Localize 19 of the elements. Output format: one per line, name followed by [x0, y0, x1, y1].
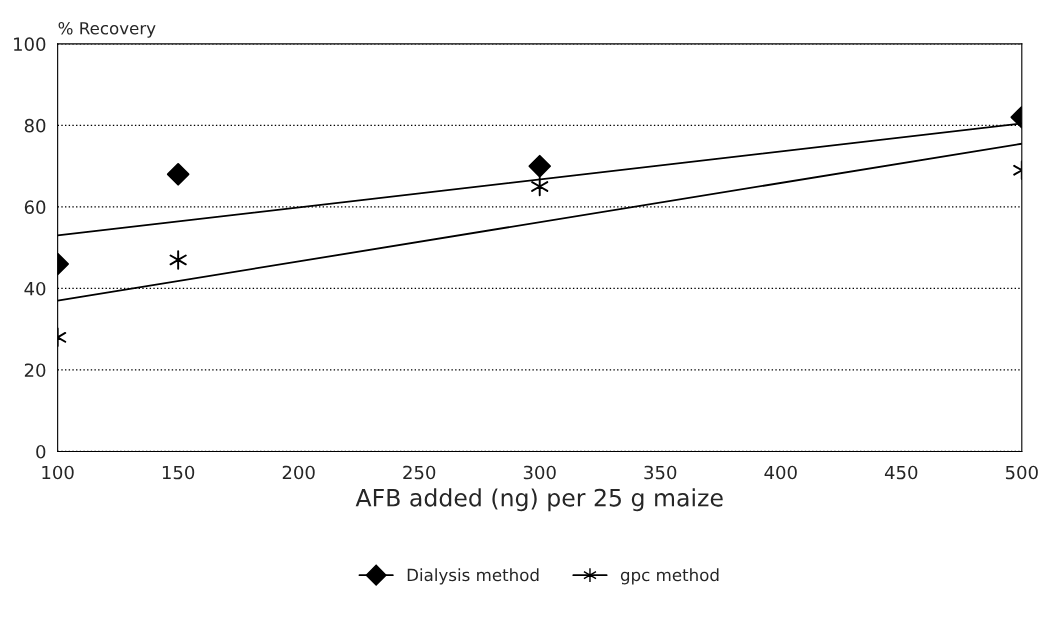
x-tick-label: 500: [1005, 465, 1038, 480]
y-tick-label: 20: [24, 363, 46, 378]
x-axis-title: AFB added (ng) per 25 g maize: [355, 488, 723, 512]
legend-label: Dialysis method: [407, 568, 539, 585]
x-tick-label: 350: [644, 465, 677, 480]
y-tick-label: 80: [24, 118, 46, 133]
x-tick-label: 150: [162, 465, 195, 480]
y-tick-label: 40: [24, 281, 46, 296]
y-tick-label: 100: [14, 37, 46, 52]
y-axis-title: % Recovery: [58, 21, 156, 38]
x-tick-label: 450: [884, 465, 918, 480]
x-tick-label: 100: [42, 465, 74, 480]
x-tick-label: 300: [523, 465, 556, 480]
y-tick-label: 60: [24, 200, 46, 215]
legend-label: gpc method: [620, 568, 719, 585]
x-tick-label: 400: [764, 465, 797, 480]
y-tick-label: 0: [36, 444, 46, 459]
x-tick-label: 200: [282, 465, 315, 480]
x-tick-label: 250: [403, 465, 436, 480]
